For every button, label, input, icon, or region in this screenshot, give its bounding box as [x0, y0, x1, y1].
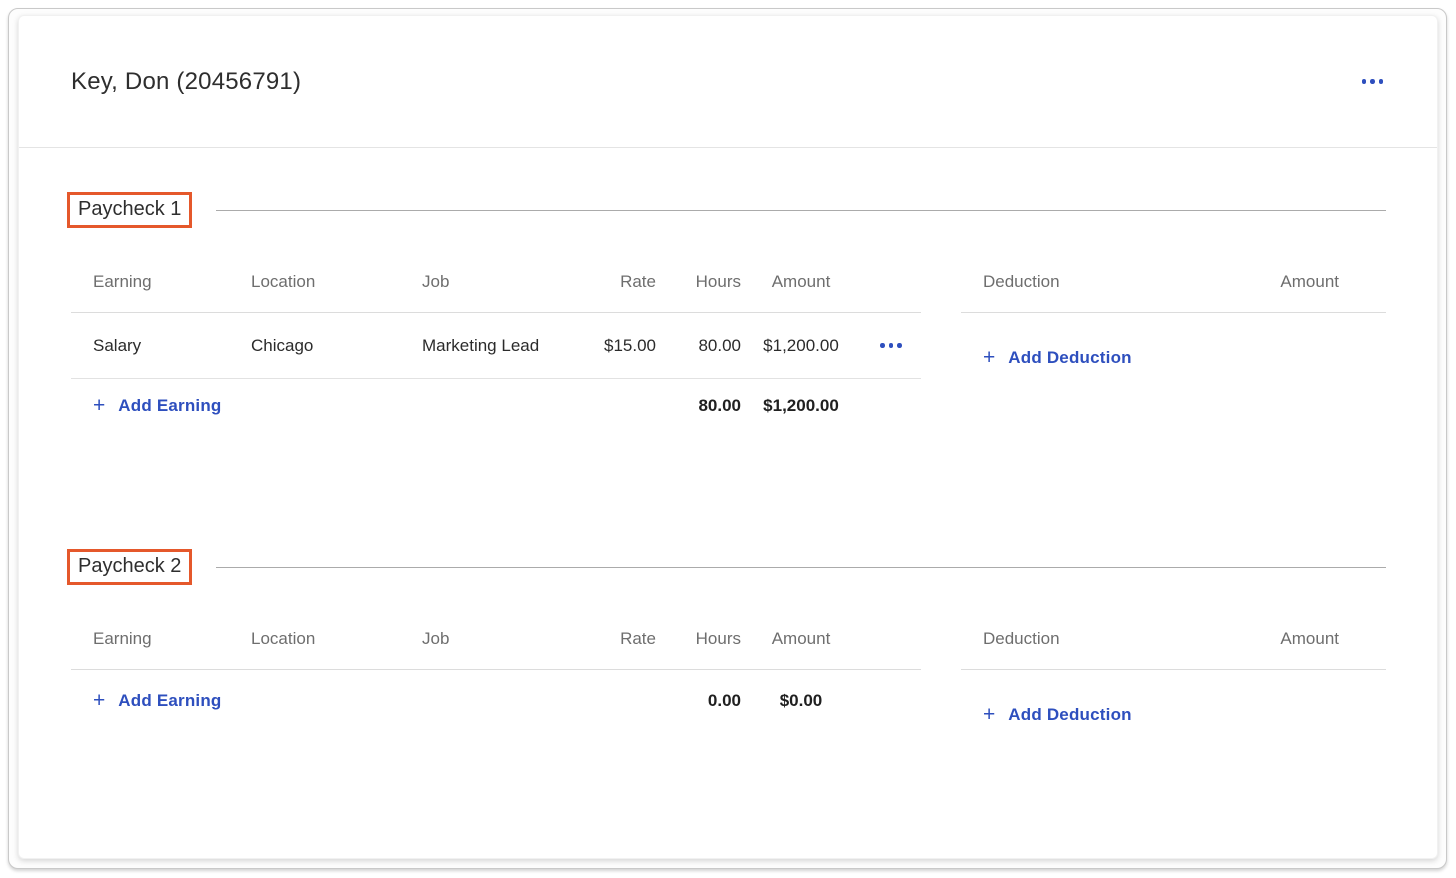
column-header-amount: Amount [771, 629, 831, 648]
earning-row-menu-button[interactable] [874, 337, 908, 354]
column-header-deduction: Deduction [983, 272, 1060, 291]
add-earning-button[interactable]: + Add Earning [71, 395, 222, 416]
paycheck-1-header: Paycheck 1 [67, 192, 1386, 228]
add-earning-button[interactable]: + Add Earning [71, 690, 222, 711]
column-header-location: Location [251, 272, 316, 291]
total-hours: 80.00 [698, 396, 741, 415]
earnings-table: Earning Location Job Rate Hours Amount [71, 613, 921, 725]
total-amount: $0.00 [779, 691, 823, 710]
deductions-table: Deduction Amount + Add Deduction [961, 256, 1386, 417]
paycheck-1-label: Paycheck 1 [67, 192, 193, 228]
earning-cell-earning: Salary [93, 335, 142, 355]
plus-icon: + [93, 394, 106, 417]
add-deduction-button[interactable]: + Add Deduction [961, 704, 1132, 725]
earning-cell-hours: 80.00 [698, 335, 741, 355]
deductions-table: Deduction Amount + Add Deduction [961, 613, 1386, 725]
column-header-hours: Hours [695, 272, 741, 291]
earning-cell-rate: $15.00 [604, 335, 656, 355]
earnings-table-footer: + Add Earning 80.00 $1,200.00 [71, 379, 921, 417]
column-header-deduction: Deduction [983, 629, 1060, 648]
earning-row: Salary Chicago Marketing Lead $15.00 80.… [71, 313, 921, 379]
add-earning-label: Add Earning [118, 690, 222, 710]
column-header-location: Location [251, 629, 316, 648]
total-hours: 0.00 [707, 691, 741, 710]
plus-icon: + [93, 689, 106, 712]
page-title: Key, Don (20456791) [71, 67, 302, 95]
employee-paycheck-card: Key, Don (20456791) Paycheck 1 Earning [18, 15, 1438, 859]
earnings-table-header: Earning Location Job Rate Hours Amount [71, 613, 921, 670]
window-frame: Key, Don (20456791) Paycheck 1 Earning [8, 8, 1447, 869]
deductions-table-footer: + Add Deduction [961, 670, 1386, 725]
add-deduction-button[interactable]: + Add Deduction [961, 347, 1132, 368]
plus-icon: + [983, 346, 996, 369]
column-header-job: Job [422, 629, 450, 648]
column-header-deduction-amount: Amount [1280, 629, 1339, 648]
earning-cell-location: Chicago [251, 335, 314, 355]
deductions-table-header: Deduction Amount [961, 613, 1386, 670]
earning-cell-amount: $1,200.00 [763, 335, 839, 355]
column-header-earning: Earning [93, 272, 152, 291]
total-amount: $1,200.00 [763, 396, 839, 415]
paycheck-2-header: Paycheck 2 [67, 549, 1386, 585]
card-body: Paycheck 1 Earning Location Job Rate Hou… [19, 148, 1437, 725]
earnings-table-header: Earning Location Job Rate Hours Amount [71, 256, 921, 313]
card-header: Key, Don (20456791) [19, 16, 1437, 148]
paycheck-2-section: Paycheck 2 Earning Location Job Rate Hou… [67, 549, 1386, 725]
ellipsis-icon [1361, 79, 1383, 84]
earnings-table: Earning Location Job Rate Hours Amount S… [71, 256, 921, 417]
column-header-rate: Rate [620, 272, 656, 291]
ellipsis-icon [880, 343, 902, 348]
paycheck-1-section: Paycheck 1 Earning Location Job Rate Hou… [67, 192, 1386, 417]
card-menu-button[interactable] [1356, 73, 1390, 90]
paycheck-2-label: Paycheck 2 [67, 549, 193, 585]
add-deduction-label: Add Deduction [1008, 704, 1132, 724]
earning-cell-job: Marketing Lead [422, 335, 540, 355]
deductions-table-header: Deduction Amount [961, 256, 1386, 313]
section-divider [216, 209, 1386, 211]
column-header-hours: Hours [695, 629, 741, 648]
column-header-amount: Amount [771, 272, 831, 291]
section-divider [216, 566, 1386, 568]
plus-icon: + [983, 703, 996, 726]
column-header-job: Job [422, 272, 450, 291]
column-header-earning: Earning [93, 629, 152, 648]
earnings-table-footer: + Add Earning 0.00 $0.00 [71, 670, 921, 712]
add-earning-label: Add Earning [118, 395, 222, 415]
column-header-deduction-amount: Amount [1280, 272, 1339, 291]
column-header-rate: Rate [620, 629, 656, 648]
deductions-table-footer: + Add Deduction [961, 313, 1386, 368]
add-deduction-label: Add Deduction [1008, 347, 1132, 367]
